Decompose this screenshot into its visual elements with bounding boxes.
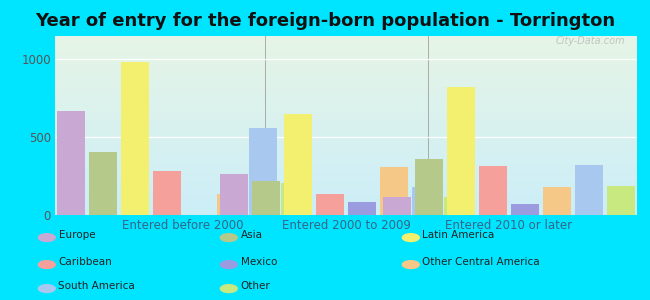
Bar (412, 187, 440, 214)
Bar (415, 159, 443, 214)
Bar (121, 62, 150, 214)
Bar (284, 114, 312, 214)
Text: Year of entry for the foreign-born population - Torrington: Year of entry for the foreign-born popul… (35, 12, 615, 30)
Bar (447, 87, 475, 214)
Bar (348, 202, 376, 214)
Bar (249, 128, 278, 214)
Bar (281, 184, 309, 214)
Text: Latin America: Latin America (422, 230, 495, 240)
Bar (252, 181, 280, 214)
Bar (543, 187, 571, 214)
Bar (89, 152, 117, 214)
Text: Other: Other (240, 281, 270, 291)
Bar (511, 204, 539, 214)
Text: Caribbean: Caribbean (58, 257, 112, 267)
Text: Other Central America: Other Central America (422, 257, 540, 267)
Bar (380, 167, 408, 214)
Text: Mexico: Mexico (240, 257, 277, 267)
Bar (479, 167, 507, 214)
Bar (444, 197, 472, 214)
Bar (153, 171, 181, 214)
Bar (220, 174, 248, 214)
Bar (316, 194, 344, 214)
Bar (57, 110, 85, 214)
Bar (217, 194, 245, 214)
Bar (575, 165, 603, 214)
Bar (383, 197, 411, 214)
Text: Asia: Asia (240, 230, 263, 240)
Bar (607, 186, 635, 214)
Text: City-Data.com: City-Data.com (556, 36, 625, 46)
Text: Europe: Europe (58, 230, 95, 240)
Text: South America: South America (58, 281, 135, 291)
